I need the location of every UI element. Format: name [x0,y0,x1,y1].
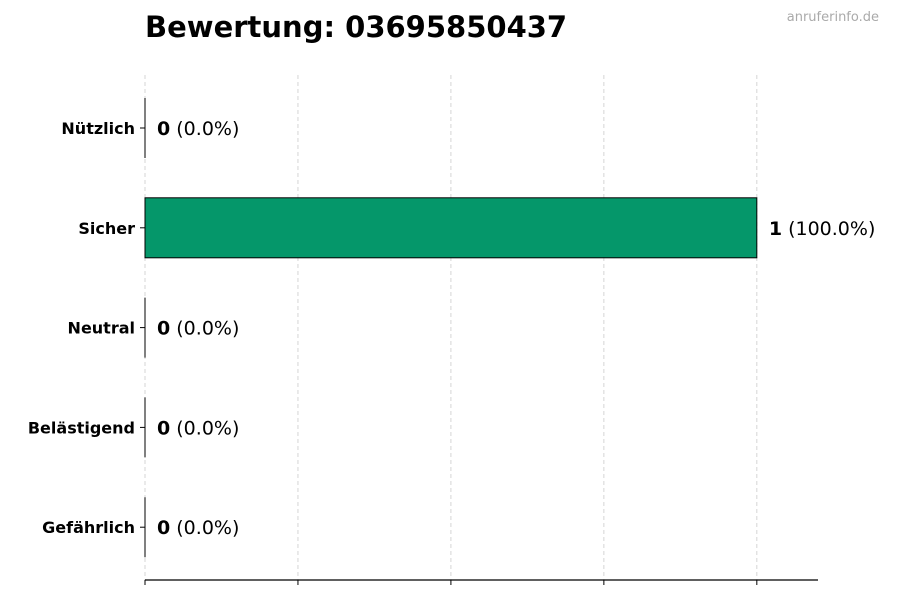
chart-title: Bewertung: 03695850437 [145,10,568,44]
percent-label: (0.0%) [170,118,239,140]
bar [144,197,758,259]
data-label: 0 (0.0%) [157,118,239,140]
category-label: Gefährlich [42,518,135,537]
value-label: 0 [157,417,170,439]
category-label: Nützlich [61,119,135,138]
category-label: Sicher [78,219,135,238]
percent-label: (0.0%) [170,417,239,439]
data-label: 0 (0.0%) [157,318,239,340]
value-label: 0 [157,318,170,340]
watermark: anruferinfo.de [786,10,879,25]
percent-label: (100.0%) [782,218,875,240]
percent-label: (0.0%) [170,318,239,340]
percent-label: (0.0%) [170,517,239,539]
category-label: Belästigend [28,418,135,437]
data-label: 0 (0.0%) [157,417,239,439]
category-label: Neutral [68,319,135,338]
data-label: 0 (0.0%) [157,517,239,539]
value-label: 0 [157,118,170,140]
data-label: 1 (100.0%) [769,218,876,240]
value-label: 1 [769,218,782,240]
value-label: 0 [157,517,170,539]
